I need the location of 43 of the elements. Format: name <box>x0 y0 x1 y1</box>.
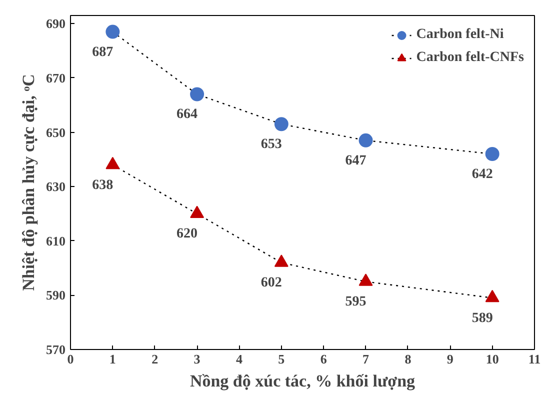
point <box>358 133 373 148</box>
point <box>190 206 204 218</box>
point <box>274 254 288 267</box>
data-label: 595 <box>345 294 366 310</box>
x-tick-label: 8 <box>404 352 412 366</box>
x-tick-label: 10 <box>486 352 499 366</box>
data-label: 638 <box>92 178 114 193</box>
point <box>358 274 373 286</box>
x-tick-label: 11 <box>528 352 541 366</box>
x-tick-label: 3 <box>194 352 201 366</box>
point <box>485 290 500 302</box>
legend-label: Carbon felt-Ni <box>416 27 504 43</box>
data-label: 602 <box>260 276 282 291</box>
y-tick-label: 610 <box>46 233 66 248</box>
x-tick-label: 1 <box>109 352 116 366</box>
x-tick-label: 2 <box>152 352 158 366</box>
data-label: 647 <box>345 153 366 168</box>
y-tick-label: 590 <box>46 288 66 303</box>
data-label: 642 <box>472 166 493 182</box>
data-label: 589 <box>472 310 493 326</box>
y-tick-label: 690 <box>46 16 66 32</box>
point <box>485 147 500 161</box>
data-label: 653 <box>260 137 282 152</box>
data-label: 620 <box>176 226 198 242</box>
point <box>106 156 120 170</box>
data-label: 664 <box>176 107 198 122</box>
y-tick-label: 570 <box>46 342 66 357</box>
x-tick-label: 5 <box>278 352 286 366</box>
x-tick-label: 7 <box>362 352 370 366</box>
point <box>190 87 204 102</box>
y-tick-label: 630 <box>46 179 66 194</box>
x-tick-label: 0 <box>67 352 74 366</box>
data-label: 687 <box>92 44 114 60</box>
point <box>274 117 288 132</box>
y-tick-label: 670 <box>46 70 66 86</box>
x-tick-label: 9 <box>446 352 454 366</box>
point <box>106 24 120 39</box>
y-tick-label: 650 <box>46 124 66 140</box>
x-tick-label: 6 <box>320 352 328 366</box>
y-axis-title: Nhiệt độ phân hủy cực đại, ᵒC <box>19 74 38 291</box>
x-tick-label: 4 <box>236 352 243 366</box>
x-axis-title: Nồng độ xúc tác, % khối lượng <box>190 372 416 390</box>
legend-label: Carbon felt-CNFs <box>416 50 524 66</box>
